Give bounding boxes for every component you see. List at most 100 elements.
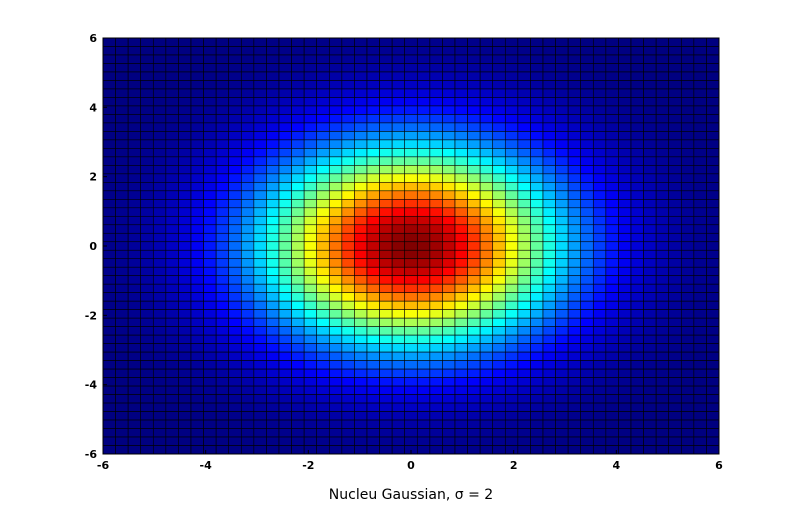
heatmap-cell [215,300,230,310]
heatmap-cell [115,241,129,251]
heatmap-cell [429,283,443,293]
heatmap-cell [127,266,142,277]
heatmap-cell [215,97,230,107]
heatmap-cell [253,283,267,293]
heatmap-cell [404,300,418,310]
heatmap-cell [291,88,305,98]
heatmap-cell [416,37,431,47]
heatmap-cell [605,368,619,378]
heatmap-cell [454,232,468,243]
heatmap-cell [530,334,544,344]
heatmap-cell [391,148,406,158]
heatmap-cell [165,148,179,158]
heatmap-cell [479,419,494,429]
heatmap-cell [530,46,544,56]
heatmap-cell [102,258,116,268]
heatmap-cell [266,266,280,277]
heatmap-cell [618,249,632,260]
heatmap-cell [542,241,556,251]
heatmap-cell [391,292,406,302]
heatmap-cell [680,148,695,158]
heatmap-cell [680,343,695,353]
heatmap-cell [567,199,582,209]
heatmap-cell [127,139,142,149]
heatmap-cell [379,402,393,412]
heatmap-cell [266,283,280,293]
heatmap-cell [366,63,380,73]
heatmap-cell [655,114,670,124]
heatmap-cell [504,114,519,124]
heatmap-cell [215,105,230,115]
heatmap-cell [190,360,204,370]
heatmap-cell [178,377,192,387]
heatmap-cell [152,411,167,421]
heatmap-cell [605,122,619,132]
heatmap-cell [140,394,154,404]
heatmap-cell [693,139,707,149]
heatmap-cell [366,360,380,370]
heatmap-cell [278,445,292,455]
heatmap-cell [316,300,330,310]
heatmap-cell [693,351,707,361]
heatmap-cell [190,105,204,115]
heatmap-cell [178,46,192,56]
heatmap-cell [680,122,695,132]
heatmap-cell [429,173,443,183]
heatmap-cell [240,190,255,200]
heatmap-cell [416,309,431,319]
heatmap-cell [605,80,619,90]
heatmap-cell [655,207,670,217]
heatmap-cell [530,156,544,166]
heatmap-cell [266,63,280,73]
heatmap-cell [190,114,204,124]
heatmap-cell [479,343,494,353]
heatmap-cell [303,385,318,395]
heatmap-cell [643,156,657,166]
heatmap-cell [492,343,506,353]
heatmap-cell [266,428,280,438]
heatmap-cell [178,317,192,327]
heatmap-cell [140,97,154,107]
heatmap-cell [580,122,594,132]
heatmap-cell [630,445,644,455]
heatmap-cell [316,232,330,243]
heatmap-cell [542,334,556,344]
heatmap-cell [228,207,242,217]
heatmap-cell [643,88,657,98]
heatmap-cell [379,215,393,226]
heatmap-cell [605,165,619,175]
heatmap-cell [668,411,682,421]
y-tick-label: -4 [85,379,98,392]
heatmap-cell [567,241,582,251]
heatmap-cell [165,71,179,81]
heatmap-cell [266,343,280,353]
heatmap-cell [190,300,204,310]
heatmap-cell [416,428,431,438]
heatmap-cell [278,377,292,387]
heatmap-cell [429,165,443,175]
heatmap-cell [542,215,556,226]
heatmap-cell [404,275,418,285]
heatmap-cell [504,351,519,361]
heatmap-cell [266,445,280,455]
heatmap-cell [140,428,154,438]
heatmap-cell [379,385,393,395]
heatmap-cell [228,436,242,446]
heatmap-cell [454,190,468,200]
heatmap-cell [140,258,154,268]
heatmap-cell [291,292,305,302]
heatmap-cell [203,54,217,64]
heatmap-cell [442,54,456,64]
heatmap-cell [303,419,318,429]
heatmap-cell [442,224,456,234]
heatmap-cell [643,131,657,141]
heatmap-cell [152,88,167,98]
heatmap-cell [643,173,657,183]
heatmap-cell [240,241,255,251]
heatmap-cell [228,105,242,115]
heatmap-cell [240,249,255,260]
heatmap-cell [127,46,142,56]
heatmap-cell [680,173,695,183]
heatmap-cell [115,394,129,404]
heatmap-cell [605,131,619,141]
